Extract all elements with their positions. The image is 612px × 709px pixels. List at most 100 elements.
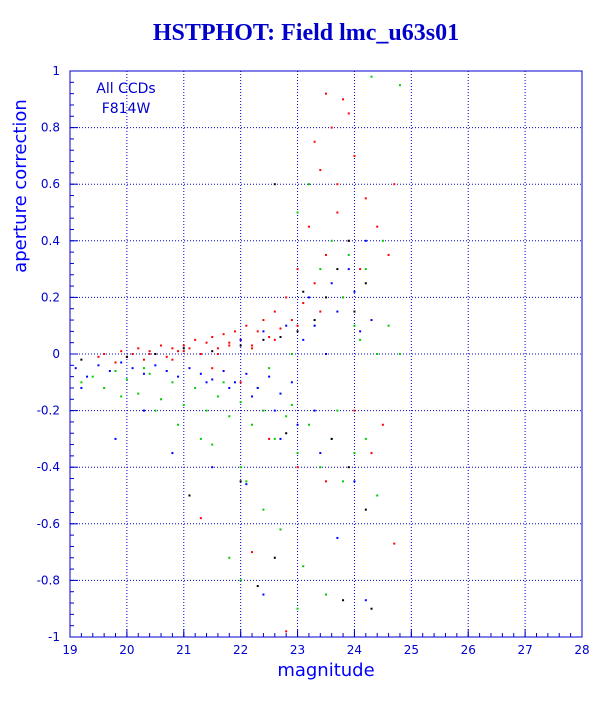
data-point xyxy=(296,452,299,455)
data-point xyxy=(188,367,191,370)
data-point xyxy=(199,437,202,440)
data-point xyxy=(154,409,157,412)
data-point xyxy=(177,350,180,353)
x-tick-label: 25 xyxy=(404,643,419,657)
data-point xyxy=(353,452,356,455)
data-point xyxy=(251,423,254,426)
data-point xyxy=(262,338,265,341)
data-point xyxy=(273,556,276,559)
data-point xyxy=(268,367,271,370)
data-point xyxy=(182,403,185,406)
y-tick-label: 0.6 xyxy=(41,177,60,191)
data-point xyxy=(302,302,305,305)
data-point xyxy=(239,480,242,483)
data-point xyxy=(347,268,350,271)
data-point xyxy=(199,372,202,375)
data-point xyxy=(330,282,333,285)
data-point xyxy=(364,197,367,200)
data-point xyxy=(262,330,265,333)
data-point xyxy=(393,542,396,545)
data-point xyxy=(262,319,265,322)
data-point xyxy=(142,372,145,375)
data-point xyxy=(364,268,367,271)
data-point xyxy=(228,344,231,347)
data-point xyxy=(120,361,123,364)
data-point xyxy=(245,483,248,486)
data-point xyxy=(319,452,322,455)
data-point xyxy=(313,282,316,285)
data-point xyxy=(80,358,83,361)
data-point xyxy=(142,358,145,361)
data-point xyxy=(347,253,350,256)
data-point xyxy=(336,310,339,313)
y-tick-label: 0 xyxy=(52,347,60,361)
data-point xyxy=(279,327,282,330)
data-point xyxy=(296,466,299,469)
data-point xyxy=(330,239,333,242)
data-point xyxy=(296,330,299,333)
data-point xyxy=(285,296,288,299)
data-point xyxy=(376,225,379,228)
data-point xyxy=(97,355,100,358)
data-point xyxy=(307,183,310,186)
data-point xyxy=(290,319,293,322)
data-point xyxy=(239,579,242,582)
data-point xyxy=(228,386,231,389)
data-point xyxy=(387,253,390,256)
data-point xyxy=(205,381,208,384)
data-point xyxy=(364,282,367,285)
data-point xyxy=(347,239,350,242)
data-point xyxy=(211,367,214,370)
data-point xyxy=(336,268,339,271)
data-point xyxy=(279,437,282,440)
y-tick-label: -0.8 xyxy=(37,573,60,587)
data-point xyxy=(103,386,106,389)
data-point xyxy=(239,338,242,341)
data-point xyxy=(307,296,310,299)
data-point xyxy=(285,324,288,327)
x-tick-label: 24 xyxy=(347,643,362,657)
data-point xyxy=(228,341,231,344)
x-tick-label: 22 xyxy=(233,643,248,657)
x-tick-label: 19 xyxy=(62,643,77,657)
data-point xyxy=(137,347,140,350)
data-point xyxy=(182,347,185,350)
x-tick-labels: 19 20 21 22 23 24 25 26 27 28 xyxy=(62,643,589,657)
data-point xyxy=(177,423,180,426)
y-tick-label: -0.2 xyxy=(37,404,60,418)
data-point xyxy=(205,409,208,412)
data-point xyxy=(364,599,367,602)
data-point xyxy=(364,239,367,242)
data-point xyxy=(239,466,242,469)
data-point xyxy=(268,336,271,339)
data-point xyxy=(268,437,271,440)
data-point xyxy=(171,347,174,350)
data-point xyxy=(319,310,322,313)
data-point xyxy=(290,381,293,384)
data-point xyxy=(381,423,384,426)
y-tick-label: 0.2 xyxy=(41,290,60,304)
data-point xyxy=(296,324,299,327)
data-point xyxy=(239,344,242,347)
data-point xyxy=(347,466,350,469)
data-point xyxy=(74,367,77,370)
data-point xyxy=(398,353,401,355)
data-point xyxy=(302,565,305,568)
data-point xyxy=(273,338,276,341)
data-point xyxy=(245,372,248,375)
data-point xyxy=(353,409,356,412)
data-point xyxy=(182,344,185,347)
data-point xyxy=(239,381,242,384)
data-point xyxy=(154,353,157,355)
data-point xyxy=(370,75,373,78)
x-tick-label: 23 xyxy=(290,643,305,657)
data-point xyxy=(325,353,327,355)
minor-ticks xyxy=(69,70,583,638)
data-point xyxy=(359,338,362,341)
data-point xyxy=(211,336,214,339)
data-point xyxy=(302,290,305,293)
data-point xyxy=(359,330,362,333)
data-point xyxy=(353,324,356,327)
data-point xyxy=(307,423,310,426)
